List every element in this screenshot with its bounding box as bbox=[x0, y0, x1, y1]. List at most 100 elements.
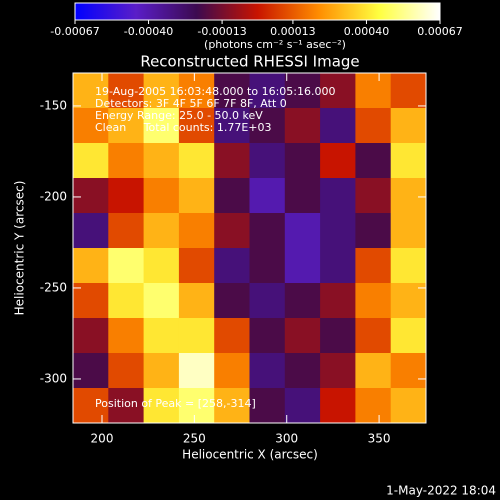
heatmap-cell bbox=[249, 353, 286, 389]
annotation: Clean Total counts: 1.77E+03 bbox=[95, 121, 272, 134]
heatmap-cell bbox=[390, 213, 427, 249]
heatmap-cell bbox=[143, 353, 180, 389]
heatmap-cell bbox=[390, 73, 427, 109]
heatmap-cell bbox=[214, 73, 250, 109]
x-tick-label: 250 bbox=[183, 432, 206, 446]
colorbar-tick-label: -0.00013 bbox=[197, 25, 246, 38]
heatmap-cell bbox=[73, 213, 109, 249]
heatmap-cell bbox=[108, 108, 145, 144]
colorbar-tick-label: 0.00013 bbox=[270, 25, 316, 38]
heatmap-cell bbox=[108, 73, 145, 109]
heatmap-cell bbox=[73, 353, 109, 389]
heatmap-cell bbox=[355, 318, 392, 354]
heatmap-cell bbox=[284, 353, 321, 389]
heatmap-cell bbox=[284, 388, 321, 424]
heatmap-cell bbox=[320, 318, 356, 354]
heatmap-cell bbox=[178, 143, 215, 179]
heatmap-cell bbox=[73, 248, 109, 284]
annotation: Detectors: 3F 4F 5F 6F 7F 8F, Att 0 bbox=[95, 97, 287, 110]
heatmap-cell bbox=[108, 283, 145, 319]
heatmap-cell bbox=[73, 108, 109, 144]
heatmap-cell bbox=[108, 248, 145, 284]
heatmap-cell bbox=[178, 318, 215, 354]
heatmap-cell bbox=[249, 178, 286, 214]
annotation: Energy Range: 25.0 - 50.0 keV bbox=[95, 109, 263, 122]
colorbar-tick-label: -0.00040 bbox=[124, 25, 173, 38]
heatmap-cell bbox=[249, 248, 286, 284]
heatmap-cell bbox=[320, 248, 356, 284]
heatmap-cell bbox=[143, 213, 180, 249]
heatmap-cell bbox=[214, 213, 250, 249]
heatmap-cell bbox=[249, 318, 286, 354]
heatmap-cell bbox=[178, 353, 215, 389]
x-tick-label: 300 bbox=[275, 432, 298, 446]
heatmap-cell bbox=[73, 318, 109, 354]
heatmap-cell bbox=[390, 248, 427, 284]
heatmap-cell bbox=[214, 248, 250, 284]
peak-label: Position of Peak = [258,-314] bbox=[95, 397, 256, 410]
heatmap-cell bbox=[73, 143, 109, 179]
y-tick-label: -200 bbox=[40, 189, 67, 203]
heatmap-cell bbox=[355, 108, 392, 144]
heatmap-cell bbox=[214, 353, 250, 389]
heatmap-cell bbox=[320, 283, 356, 319]
heatmap-cell bbox=[390, 143, 427, 179]
heatmap-cell bbox=[73, 73, 109, 109]
y-tick-label: -150 bbox=[40, 98, 67, 112]
heatmap-cell bbox=[320, 108, 356, 144]
heatmap-cell bbox=[73, 178, 109, 214]
heatmap-cell bbox=[355, 178, 392, 214]
heatmap-cell bbox=[284, 248, 321, 284]
heatmap-cell bbox=[214, 108, 250, 144]
heatmap-cell bbox=[249, 73, 286, 109]
heatmap-cell bbox=[390, 178, 427, 214]
heatmap-cell bbox=[178, 388, 215, 424]
heatmap-cell bbox=[284, 178, 321, 214]
heatmap-cell bbox=[214, 143, 250, 179]
heatmap-cell bbox=[355, 283, 392, 319]
colorbar-tick-label: 0.00040 bbox=[344, 25, 390, 38]
y-tick-label: -300 bbox=[40, 371, 67, 385]
heatmap-cell bbox=[214, 388, 250, 424]
heatmap-cell bbox=[320, 178, 356, 214]
heatmap-cell bbox=[214, 178, 250, 214]
heatmap-cell bbox=[390, 353, 427, 389]
chart-title: Reconstructed RHESSI Image bbox=[140, 53, 359, 71]
heatmap-cell bbox=[214, 318, 250, 354]
heatmap-cell bbox=[284, 108, 321, 144]
heatmap-cell bbox=[355, 353, 392, 389]
heatmap-cell bbox=[178, 213, 215, 249]
heatmap-cell bbox=[355, 143, 392, 179]
heatmap-cell bbox=[108, 213, 145, 249]
heatmap-cell bbox=[284, 213, 321, 249]
heatmap-cell bbox=[355, 388, 392, 424]
heatmap-cell bbox=[320, 353, 356, 389]
colorbar-tick-label: 0.00067 bbox=[417, 25, 463, 38]
heatmap-cell bbox=[178, 73, 215, 109]
heatmap-cell bbox=[320, 213, 356, 249]
colorbar-tick-label: -0.00067 bbox=[50, 25, 99, 38]
heatmap-cell bbox=[143, 283, 180, 319]
x-tick-label: 200 bbox=[91, 432, 114, 446]
heatmap-cell bbox=[143, 108, 180, 144]
heatmap-cell bbox=[320, 388, 356, 424]
heatmap-cell bbox=[108, 143, 145, 179]
heatmap-cell bbox=[143, 143, 180, 179]
heatmap-cell bbox=[320, 73, 356, 109]
heatmap-cell bbox=[249, 213, 286, 249]
heatmap-cell bbox=[390, 388, 427, 424]
footer: 1-May-2022 18:04 bbox=[386, 484, 496, 498]
heatmap-cell bbox=[390, 108, 427, 144]
heatmap-cell bbox=[178, 283, 215, 319]
heatmap-cell bbox=[143, 318, 180, 354]
heatmap-cell bbox=[108, 388, 145, 424]
heatmap-cell bbox=[108, 318, 145, 354]
annotation: 19-Aug-2005 16:03:48.000 to 16:05:16.000 bbox=[95, 85, 336, 98]
heatmap-cell bbox=[178, 178, 215, 214]
heatmap-cell bbox=[320, 143, 356, 179]
colorbar bbox=[74, 2, 441, 21]
heatmap-cell bbox=[249, 108, 286, 144]
heatmap-cell bbox=[178, 108, 215, 144]
